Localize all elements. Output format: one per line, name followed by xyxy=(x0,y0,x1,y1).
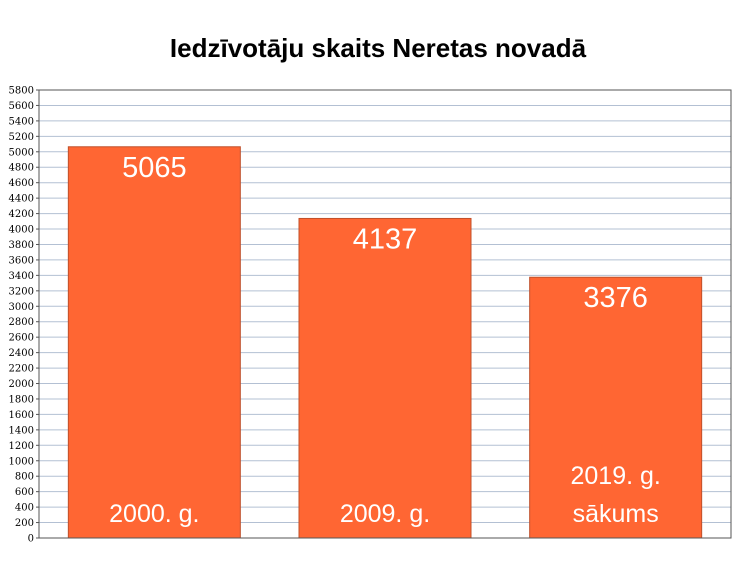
y-tick-label: 1600 xyxy=(9,410,34,421)
y-axis-ticks: 0 200 400 600 800 1000 1200 1400 1600 1800 2000 220… xyxy=(9,86,39,545)
category-label: sākums xyxy=(573,500,659,528)
y-tick-label: 5200 xyxy=(9,132,34,143)
y-tick-label: 1200 xyxy=(9,441,34,452)
category-label: 2009. g. xyxy=(340,500,430,528)
y-tick-label: 600 xyxy=(15,487,34,498)
y-tick-label: 1800 xyxy=(9,394,34,405)
y-tick-label: 5600 xyxy=(9,101,34,112)
y-tick-label: 800 xyxy=(15,472,34,483)
y-tick-label: 5000 xyxy=(9,147,34,158)
y-tick-label: 200 xyxy=(15,518,34,529)
y-tick-label: 3800 xyxy=(9,240,34,251)
chart-title: Iedzīvotāju skaits Neretas novadā xyxy=(169,33,587,63)
bar-value-label: 4137 xyxy=(353,223,418,255)
y-tick-label: 5800 xyxy=(9,86,34,97)
y-tick-label: 2400 xyxy=(9,348,34,359)
y-tick-label: 2600 xyxy=(9,333,34,344)
y-tick-label: 400 xyxy=(15,503,34,514)
y-tick-label: 2200 xyxy=(9,364,34,375)
y-tick-label: 2000 xyxy=(9,379,34,390)
bars: 5065 2000. g. 4137 2009. g. 3376 2019. g. sāku… xyxy=(67,146,703,539)
y-tick-label: 1400 xyxy=(9,425,34,436)
y-tick-label: 4200 xyxy=(9,209,34,220)
y-tick-label: 3600 xyxy=(9,255,34,266)
y-tick-label: 4800 xyxy=(9,163,34,174)
y-tick-label: 0 xyxy=(28,534,34,545)
y-tick-label: 3200 xyxy=(9,286,34,297)
y-tick-label: 2800 xyxy=(9,317,34,328)
y-tick-label: 3400 xyxy=(9,271,34,282)
bar xyxy=(67,146,241,539)
category-label: 2019. g. xyxy=(570,462,660,490)
category-label: 2000. g. xyxy=(109,500,199,528)
bar-value-label: 5065 xyxy=(122,152,187,184)
y-tick-label: 3000 xyxy=(9,302,34,313)
bar xyxy=(298,217,472,539)
bar-value-label: 3376 xyxy=(583,282,648,314)
plot-frame xyxy=(38,89,732,539)
y-tick-label: 4400 xyxy=(9,194,34,205)
y-tick-label: 1000 xyxy=(9,456,34,467)
y-tick-label: 5400 xyxy=(9,116,34,127)
y-tick-label: 4600 xyxy=(9,178,34,189)
y-tick-label: 4000 xyxy=(9,225,34,236)
bar xyxy=(529,276,703,539)
